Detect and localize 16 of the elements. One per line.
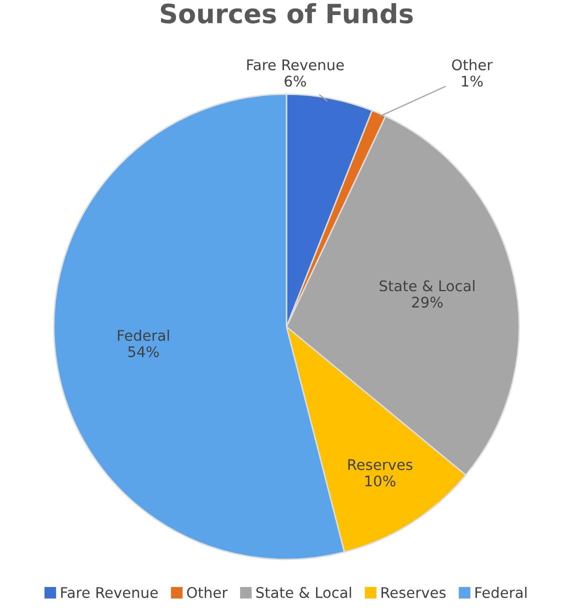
- data-label: 29%: [412, 296, 443, 308]
- slice-label: Federal: [118, 330, 169, 341]
- chart-title: Sources of Funds: [160, 3, 413, 24]
- slice-label: Reserves: [348, 459, 412, 470]
- legend-label: Federal: [475, 586, 526, 598]
- data-label: 54%: [128, 346, 159, 358]
- legend-label: Reserves: [382, 587, 446, 598]
- legend-label: Fare Revenue: [61, 587, 158, 598]
- data-label: 1%: [462, 76, 483, 87]
- legend-label: Other: [187, 586, 228, 598]
- slice-label: State & Local: [380, 280, 474, 292]
- legend-label: State & Local: [256, 586, 352, 598]
- data-label: 10%: [365, 475, 396, 486]
- slice-label: Other: [452, 59, 493, 70]
- slice-label: Fare Revenue: [247, 60, 344, 70]
- data-label: 6%: [284, 76, 306, 87]
